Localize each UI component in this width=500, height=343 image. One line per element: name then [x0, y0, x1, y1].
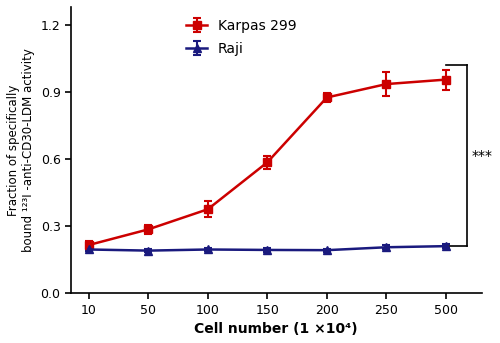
Legend: Karpas 299, Raji: Karpas 299, Raji: [180, 14, 302, 61]
Y-axis label: Fraction of specifically
bound ¹²³I -anti-CD30-LDM activity: Fraction of specifically bound ¹²³I -ant…: [7, 48, 35, 252]
Text: ***: ***: [472, 149, 492, 163]
X-axis label: Cell number (1 ×10⁴): Cell number (1 ×10⁴): [194, 322, 358, 336]
